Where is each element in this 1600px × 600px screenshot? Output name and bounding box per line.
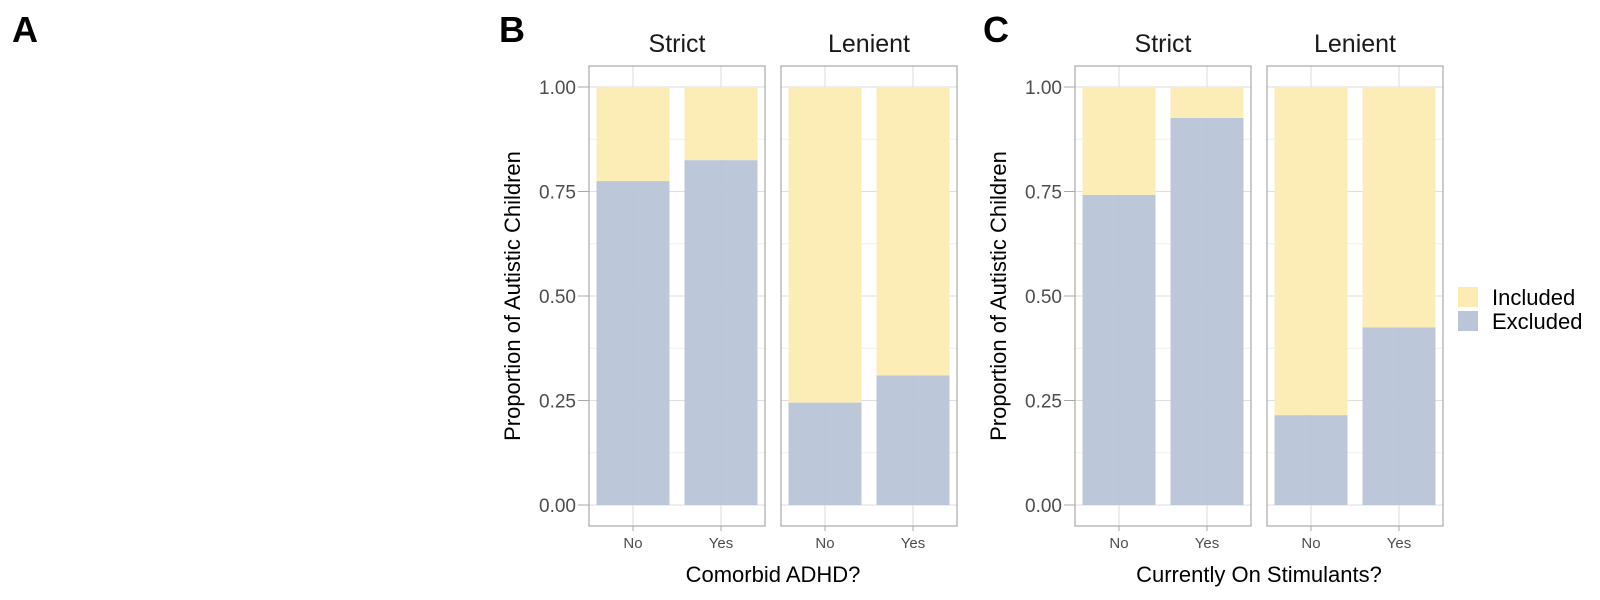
- bar-b-lenient-no-excluded: [788, 402, 862, 505]
- x-tick-label: Yes: [901, 535, 925, 552]
- y-tick-label: 0.00: [1025, 496, 1062, 517]
- bar-b-strict-no-excluded: [596, 181, 670, 506]
- bar-c-strict-no-excluded: [1082, 194, 1156, 505]
- legend-swatch-excluded: [1458, 311, 1478, 331]
- bar-b-lenient-no-included: [788, 87, 862, 403]
- facet-label-b-lenient: Lenient: [828, 30, 910, 58]
- bar-c-lenient-yes-excluded: [1362, 327, 1436, 505]
- x-axis-title-c: Currently On Stimulants?: [1136, 562, 1382, 587]
- legend: Included Excluded: [1458, 285, 1583, 334]
- y-tick-label: 0.50: [539, 287, 576, 308]
- x-tick-label: Yes: [709, 535, 733, 552]
- panel-label-b: B: [499, 9, 525, 50]
- legend-label-excluded: Excluded: [1492, 309, 1583, 334]
- y-tick-label: 0.75: [539, 183, 576, 204]
- legend-swatch-included: [1458, 287, 1478, 307]
- bar-b-lenient-yes-excluded: [876, 375, 950, 505]
- y-tick-label: 1.00: [539, 78, 576, 99]
- panel-border: [780, 65, 958, 527]
- facet-b-strict: Strict No Yes: [588, 30, 766, 552]
- facet-c-strict: Strict No Yes: [1074, 30, 1252, 552]
- y-axis-title-b: Proportion of Autistic Children: [500, 151, 525, 441]
- bar-b-lenient-yes-included: [876, 87, 950, 376]
- x-tick-label: No: [1301, 535, 1320, 552]
- bar-b-strict-yes-included: [684, 87, 758, 161]
- y-tick-label: 0.25: [1025, 392, 1062, 413]
- bar-b-strict-yes-excluded: [684, 160, 758, 505]
- bar-c-strict-no-included: [1082, 87, 1156, 195]
- chart-b: Strict No Yes Lenient No Yes 0.00 0.25 0.50 0.75 1…: [500, 30, 958, 587]
- y-axis-title-c: Proportion of Autistic Children: [986, 151, 1011, 441]
- panel-border: [1266, 65, 1444, 527]
- facet-b-lenient: Lenient No Yes: [780, 30, 958, 552]
- facet-c-lenient: Lenient No Yes: [1266, 30, 1444, 552]
- panel-label-a: A: [12, 9, 38, 50]
- x-tick-label: No: [815, 535, 834, 552]
- facet-label-c-lenient: Lenient: [1314, 30, 1396, 58]
- facet-label-b-strict: Strict: [649, 30, 706, 58]
- y-tick-label: 1.00: [1025, 78, 1062, 99]
- x-tick-label: Yes: [1387, 535, 1411, 552]
- bar-c-lenient-yes-included: [1362, 87, 1436, 328]
- bar-c-strict-yes-included: [1170, 87, 1244, 118]
- legend-label-included: Included: [1492, 285, 1575, 310]
- x-tick-label: No: [1109, 535, 1128, 552]
- bar-c-lenient-no-included: [1274, 87, 1348, 416]
- chart-c: Strict No Yes Lenient No Yes 0.00 0.25 0.50 0.75 1…: [986, 30, 1444, 587]
- x-tick-label: Yes: [1195, 535, 1219, 552]
- x-axis-title-b: Comorbid ADHD?: [686, 562, 861, 587]
- y-tick-label: 0.00: [539, 496, 576, 517]
- y-tick-label: 0.50: [1025, 287, 1062, 308]
- bar-c-strict-yes-excluded: [1170, 117, 1244, 505]
- x-tick-label: No: [623, 535, 642, 552]
- bar-b-strict-no-included: [596, 87, 670, 182]
- panel-label-c: C: [983, 9, 1009, 50]
- bar-c-lenient-no-excluded: [1274, 415, 1348, 505]
- y-tick-label: 0.75: [1025, 183, 1062, 204]
- y-tick-label: 0.25: [539, 392, 576, 413]
- facet-label-c-strict: Strict: [1135, 30, 1192, 58]
